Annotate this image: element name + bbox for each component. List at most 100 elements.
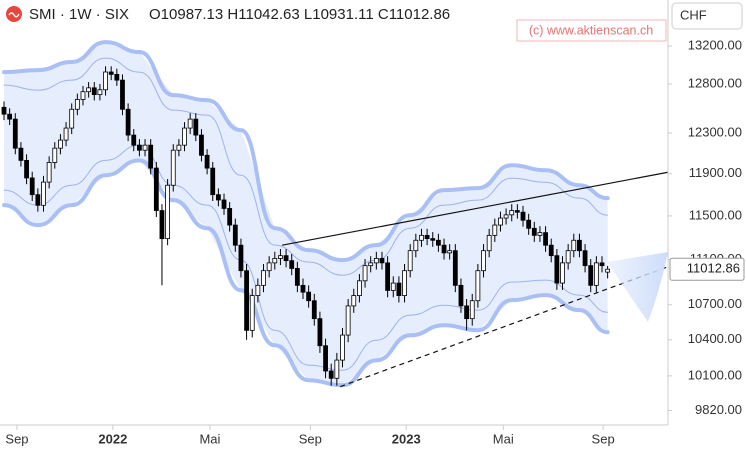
candle-body (452, 250, 458, 286)
y-tick-label: 10700.00 (688, 296, 742, 311)
candle-body (565, 250, 571, 264)
candle-body (492, 224, 498, 236)
ohlc: O10987.13 H11042.63 L10931.11 C11012.86 (149, 6, 450, 23)
band-line (2, 40, 610, 263)
candle-body (278, 255, 283, 259)
x-tick-label: Sep (299, 431, 322, 446)
candle-body (605, 268, 611, 273)
candle-body (323, 345, 328, 372)
candle-body (193, 118, 199, 136)
x-tick-label: Mai (199, 431, 220, 446)
candle-body (362, 265, 368, 282)
logo-wave (8, 12, 20, 18)
y-tick-label: 9820.00 (695, 402, 742, 417)
candle-body (486, 234, 492, 252)
candle-body (396, 282, 402, 296)
candle-body (29, 177, 35, 196)
candle-body (560, 262, 565, 284)
candle-body (419, 234, 424, 241)
watermark-box (516, 19, 667, 42)
candle-body (435, 239, 441, 246)
candle-body (187, 118, 193, 129)
candle-body (548, 244, 554, 257)
l-label: L (304, 6, 312, 23)
candle-body (91, 87, 97, 96)
candle-body (317, 318, 323, 347)
candle-body (12, 118, 18, 149)
candle-body (283, 255, 289, 262)
candle-body (351, 295, 357, 307)
y-tick-label: 11500.00 (689, 207, 742, 222)
candle-body (340, 334, 345, 361)
trendline (282, 171, 669, 246)
last-price-box (669, 257, 745, 281)
candle-body (509, 210, 515, 216)
candle-body (238, 244, 244, 272)
candle-body (543, 232, 548, 246)
candle-body (577, 239, 582, 252)
candle-body (125, 108, 131, 136)
watermark: (c) www.aktienscan.ch (529, 23, 653, 37)
candle-body (593, 262, 599, 286)
candle-body (1, 106, 7, 115)
h-value: 11042.63 (238, 6, 299, 23)
o-label: O (149, 6, 161, 23)
o-value: 10987.13 (161, 6, 224, 23)
last-price-label: 11012.86 (687, 261, 740, 276)
candle-body (227, 208, 233, 226)
candle-body (588, 265, 594, 286)
candle-body (345, 305, 351, 336)
h-label: H (227, 6, 238, 23)
candle-body (114, 73, 120, 81)
candle-body (447, 250, 453, 254)
currency-select[interactable] (671, 2, 743, 30)
c-value: 11012.86 (389, 6, 450, 23)
candle-body (18, 147, 24, 161)
x-tick-label: 2023 (392, 431, 421, 446)
candle-body (170, 149, 176, 186)
candle-body (464, 305, 470, 320)
candle-body (390, 282, 396, 291)
band-line (3, 144, 609, 371)
candle-body (182, 127, 187, 146)
candle-body (402, 270, 407, 296)
candle-body (249, 295, 255, 331)
candle-body (74, 99, 80, 110)
candle-body (97, 89, 103, 96)
candle-body (58, 139, 63, 149)
candle-body (199, 134, 204, 156)
candle-body (300, 284, 306, 293)
candle-body (176, 144, 182, 151)
candle-body (531, 227, 537, 236)
band-line (3, 57, 609, 276)
candle-body (221, 199, 227, 209)
candle-body (424, 234, 430, 240)
candle-body (520, 211, 526, 221)
x-tick-label: Mai (493, 431, 514, 446)
band-fill (4, 42, 608, 386)
y-tick-label: 12800.00 (688, 75, 742, 90)
y-tick-label: 12300.00 (688, 125, 742, 140)
candle-body (7, 113, 13, 120)
candle-body (582, 250, 588, 267)
candle-body (599, 262, 605, 267)
candle-body (153, 167, 159, 211)
candle-body (136, 144, 142, 151)
plot-area (1, 40, 669, 388)
candle-body (204, 154, 210, 169)
y-tick-label: 11900.00 (689, 165, 742, 180)
l-value: 10931.11 (312, 6, 373, 23)
y-tick-label: 10100.00 (688, 367, 742, 382)
candle-body (430, 238, 436, 241)
candle-body (120, 79, 125, 110)
x-tick-label: 2022 (98, 431, 127, 446)
candle-body (232, 224, 238, 246)
candle-body (458, 284, 464, 307)
forecast-cone (607, 252, 668, 322)
candle-body (52, 147, 58, 163)
candle-body (165, 184, 171, 240)
candle-body (159, 210, 165, 240)
candle-body (41, 181, 46, 206)
candle-body (481, 250, 486, 272)
